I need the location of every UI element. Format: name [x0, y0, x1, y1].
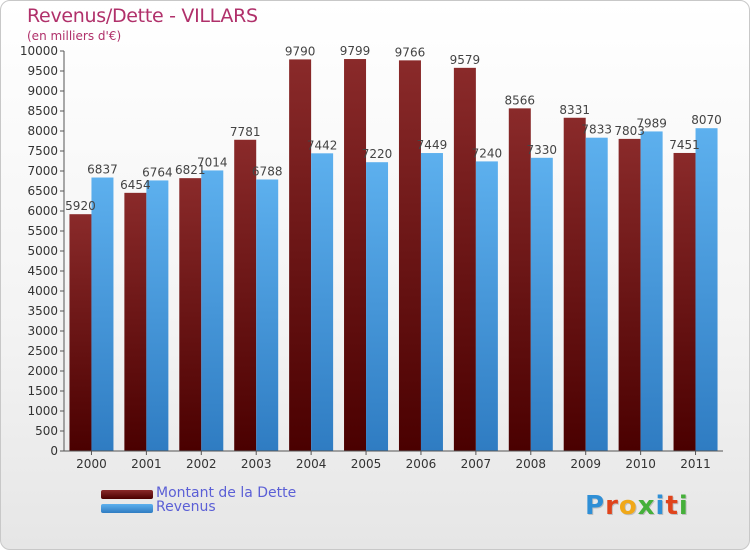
debt-bar [124, 192, 147, 451]
revenus-value-label: 6764 [142, 165, 173, 179]
debt-value-label: 7451 [669, 138, 700, 152]
debt-value-label: 9579 [450, 53, 481, 67]
debt-value-label: 5920 [65, 199, 96, 213]
y-tick-label: 7500 [27, 144, 58, 158]
revenus-bar [91, 177, 114, 451]
chart-subtitle: (en milliers d'€) [27, 29, 122, 43]
y-tick-label: 6000 [27, 204, 58, 218]
y-tick-label: 9000 [27, 84, 58, 98]
revenus-value-label: 7442 [307, 138, 338, 152]
x-tick-label: 2011 [680, 457, 711, 471]
logo-letter: i [655, 491, 666, 521]
logo-letter: r [605, 491, 619, 521]
y-tick-label: 3500 [27, 304, 58, 318]
revenus-value-label: 7833 [581, 123, 612, 137]
y-tick-label: 5500 [27, 224, 58, 238]
debt-value-label: 6454 [120, 178, 151, 192]
y-tick-label: 6500 [27, 184, 58, 198]
revenus-bar [366, 162, 389, 451]
debt-bar [563, 117, 586, 451]
y-tick-label: 5000 [27, 244, 58, 258]
y-tick-label: 7000 [27, 164, 58, 178]
revenus-bar [311, 153, 334, 451]
y-tick-label: 8500 [27, 104, 58, 118]
revenus-bar [201, 170, 224, 451]
y-tick-label: 4000 [27, 284, 58, 298]
y-tick-label: 1000 [27, 404, 58, 418]
y-tick-label: 500 [35, 424, 58, 438]
legend-label-debt: Montant de la Dette [156, 485, 297, 501]
revenus-value-label: 7449 [417, 138, 448, 152]
x-tick-label: 2010 [625, 457, 656, 471]
debt-bar [673, 152, 696, 451]
debt-value-label: 9790 [285, 44, 316, 58]
debt-bar [618, 138, 641, 451]
x-tick-label: 2000 [76, 457, 107, 471]
revenus-value-label: 6788 [252, 164, 283, 178]
legend-swatch-revenus [101, 504, 153, 513]
y-tick-label: 3000 [27, 324, 58, 338]
legend-label-revenus: Revenus [156, 499, 216, 515]
revenus-value-label: 7220 [362, 147, 393, 161]
x-tick-label: 2002 [186, 457, 217, 471]
debt-bar [453, 67, 476, 451]
debt-value-label: 9799 [340, 44, 371, 58]
debt-bar [508, 108, 531, 452]
revenus-bar [146, 180, 169, 451]
y-tick-label: 0 [50, 444, 58, 458]
revenus-value-label: 7330 [527, 143, 558, 157]
legend-swatch-debt [101, 490, 153, 499]
y-tick-label: 2000 [27, 364, 58, 378]
debt-bar [289, 59, 312, 452]
revenus-value-label: 6837 [87, 163, 118, 177]
debt-value-label: 8331 [559, 103, 590, 117]
y-tick-label: 4500 [27, 264, 58, 278]
logo-letter: x [637, 491, 656, 521]
revenus-value-label: 7989 [636, 116, 667, 130]
x-tick-label: 2007 [461, 457, 492, 471]
y-tick-label: 10000 [20, 44, 58, 58]
y-tick-label: 2500 [27, 344, 58, 358]
y-tick-label: 9500 [27, 64, 58, 78]
debt-bar [179, 178, 202, 451]
debt-bar [69, 214, 92, 451]
x-tick-label: 2004 [296, 457, 327, 471]
debt-value-label: 7803 [614, 124, 645, 138]
debt-value-label: 9766 [395, 45, 426, 59]
logo-letter: P [585, 491, 606, 521]
revenus-value-label: 7240 [472, 146, 503, 160]
debt-bar [344, 59, 367, 451]
revenus-bar [475, 161, 498, 451]
x-tick-label: 2009 [570, 457, 601, 471]
y-tick-label: 1500 [27, 384, 58, 398]
debt-value-label: 8566 [505, 93, 536, 107]
debt-bar [398, 60, 421, 452]
revenus-bar [420, 153, 443, 452]
debt-value-label: 7781 [230, 125, 261, 139]
x-tick-label: 2005 [351, 457, 382, 471]
x-tick-label: 2006 [406, 457, 437, 471]
legend-item-debt: Montant de la Dette [101, 485, 421, 503]
revenus-bar [256, 179, 279, 452]
proxiti-logo: Proxiti [585, 491, 689, 521]
debt-bar [234, 139, 257, 451]
chart-title: Revenus/Dette - VILLARS [27, 5, 258, 27]
revenus-value-label: 7014 [197, 155, 228, 169]
x-tick-label: 2001 [131, 457, 162, 471]
legend-item-revenus: Revenus [101, 499, 421, 517]
logo-letter: o [618, 491, 638, 521]
revenus-bar [530, 157, 553, 452]
x-tick-label: 2008 [516, 457, 547, 471]
x-tick-label: 2003 [241, 457, 272, 471]
logo-letter: t [665, 491, 679, 521]
revenus-bar [640, 131, 663, 451]
revenus-value-label: 8070 [691, 113, 722, 127]
revenus-bar [585, 137, 608, 451]
y-tick-label: 8000 [27, 124, 58, 138]
revenus-bar [695, 128, 718, 451]
logo-letter: i [678, 491, 689, 521]
debt-value-label: 6821 [175, 163, 206, 177]
